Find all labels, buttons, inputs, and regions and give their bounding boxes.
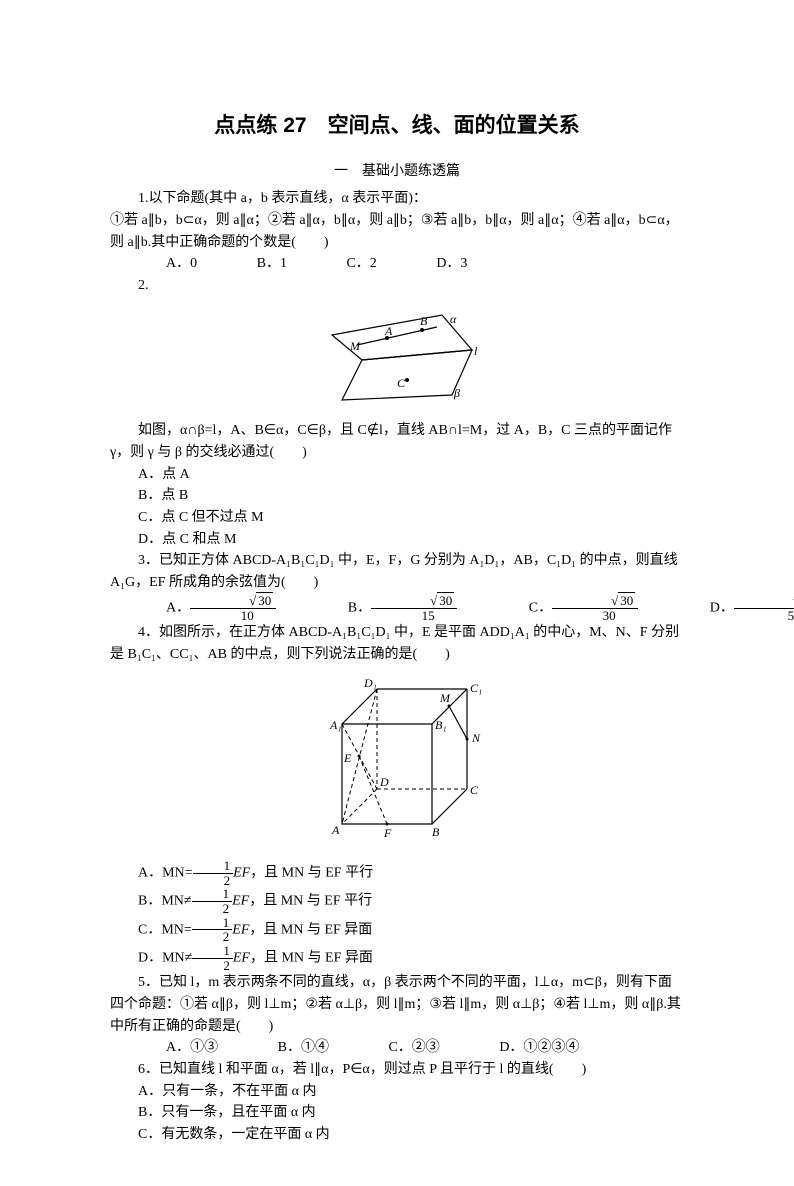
svg-text:B₁: B₁ bbox=[435, 718, 447, 732]
svg-text:A: A bbox=[331, 823, 340, 837]
svg-text:N: N bbox=[471, 731, 481, 745]
q6-opt-a: A．只有一条，不在平面 α 内 bbox=[110, 1081, 684, 1103]
q4-body: 4．如图所示，在正方体 ABCD-A₁B₁C₁D₁ 中，E 是平面 ADD₁A₁… bbox=[110, 622, 684, 665]
q5-opt-c: C．②③ bbox=[360, 1037, 439, 1059]
svg-text:M: M bbox=[439, 691, 451, 705]
svg-text:D: D bbox=[379, 775, 389, 789]
q3-opt-b: B．3015 bbox=[320, 594, 457, 622]
q2-opt-c: C．点 C 但不过点 M bbox=[110, 507, 684, 529]
q5-opt-d: D．①②③④ bbox=[471, 1037, 579, 1059]
svg-text:C₁: C₁ bbox=[470, 681, 482, 695]
label-A: A bbox=[384, 324, 393, 338]
svg-text:A₁: A₁ bbox=[329, 718, 342, 732]
q4-opt-b: B．MN≠12EF，且 MN 与 EF 平行 bbox=[110, 887, 684, 915]
page-content: 点点练 27 空间点、线、面的位置关系 一 基础小题练透篇 1.以下命题(其中 … bbox=[0, 0, 794, 1186]
q2-num: 2. bbox=[110, 275, 684, 297]
q1-opt-b: B．1 bbox=[229, 253, 287, 275]
q5-body: 5．已知 l，m 表示两条不同的直线，α，β 表示两个不同的平面，l⊥α，m⊂β… bbox=[110, 972, 684, 1037]
cube-diagram: A₁ B₁ C₁ D₁ A B C D E F M N bbox=[302, 674, 492, 844]
q1-options: A．0 B．1 C．2 D．3 bbox=[110, 253, 684, 275]
q4-opt-c: C．MN=12EF，且 MN 与 EF 异面 bbox=[110, 916, 684, 944]
q3-opt-c: C．3030 bbox=[501, 594, 638, 622]
svg-text:D₁: D₁ bbox=[363, 676, 377, 690]
planes-diagram: M A B C l α β bbox=[302, 305, 492, 405]
q2-figure: M A B C l α β bbox=[110, 305, 684, 413]
section-subtitle: 一 基础小题练透篇 bbox=[110, 161, 684, 183]
q5-opt-b: B．①④ bbox=[250, 1037, 329, 1059]
q3-options: A．3010 B．3015 C．3030 D．155 bbox=[110, 594, 684, 622]
q3-opt-a: A．3010 bbox=[138, 594, 276, 622]
svg-text:E: E bbox=[343, 751, 352, 765]
q3-opt-d: D．155 bbox=[682, 594, 794, 622]
svg-text:B: B bbox=[432, 825, 440, 839]
q5-opt-a: A．①③ bbox=[138, 1037, 218, 1059]
q6-opt-c: C．有无数条，一定在平面 α 内 bbox=[110, 1124, 684, 1146]
label-C: C bbox=[397, 376, 406, 390]
label-beta: β bbox=[453, 386, 460, 400]
q4-opt-d: D．MN≠12EF，且 MN 与 EF 异面 bbox=[110, 944, 684, 972]
q4-figure: A₁ B₁ C₁ D₁ A B C D E F M N bbox=[110, 674, 684, 852]
q2-opt-b: B．点 B bbox=[110, 485, 684, 507]
q1-body: ①若 a∥b，b⊂α，则 a∥α；②若 a∥α，b∥α，则 a∥b；③若 a∥b… bbox=[110, 210, 684, 253]
q5-options: A．①③ B．①④ C．②③ D．①②③④ bbox=[110, 1037, 684, 1059]
page-title: 点点练 27 空间点、线、面的位置关系 bbox=[110, 110, 684, 143]
q1-opt-a: A．0 bbox=[138, 253, 197, 275]
q6-opt-b: B．只有一条，且在平面 α 内 bbox=[110, 1102, 684, 1124]
label-alpha: α bbox=[450, 312, 457, 326]
q1-opt-d: D．3 bbox=[408, 253, 467, 275]
q1-stem: 1.以下命题(其中 a，b 表示直线，α 表示平面)： bbox=[110, 188, 684, 210]
q2-body: 如图，α∩β=l，A、B∈α，C∈β，且 C∉l，直线 AB∩l=M，过 A，B… bbox=[110, 420, 684, 463]
label-l: l bbox=[474, 344, 478, 358]
label-B: B bbox=[420, 314, 428, 328]
q6-body: 6．已知直线 l 和平面 α，若 l∥α，P∈α，则过点 P 且平行于 l 的直… bbox=[110, 1059, 684, 1081]
q1-opt-c: C．2 bbox=[318, 253, 376, 275]
svg-text:F: F bbox=[383, 826, 392, 840]
q3-body: 3．已知正方体 ABCD-A₁B₁C₁D₁ 中，E，F，G 分别为 A₁D₁，A… bbox=[110, 550, 684, 593]
q2-opt-a: A．点 A bbox=[110, 464, 684, 486]
label-M: M bbox=[349, 339, 361, 353]
q4-opt-a: A．MN=12EF，且 MN 与 EF 平行 bbox=[110, 859, 684, 887]
q2-opt-d: D．点 C 和点 M bbox=[110, 529, 684, 551]
svg-text:C: C bbox=[470, 783, 479, 797]
